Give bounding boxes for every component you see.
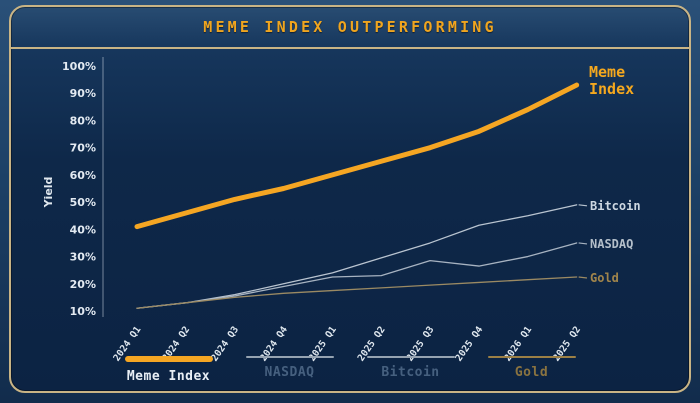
panel-header: MEME INDEX OUTPERFORMING <box>11 7 689 49</box>
series-end-label-nasdaq: NASDAQ <box>590 237 633 251</box>
legend-item-nasdaq[interactable]: NASDAQ <box>245 356 334 384</box>
y-tick-label: 70% <box>70 142 96 155</box>
chart-panel: MEME INDEX OUTPERFORMING Yield 100% 90% 80%… <box>9 5 691 393</box>
label-leader-nasdaq <box>578 242 588 245</box>
y-tick-label: 10% <box>70 305 96 318</box>
y-axis-title: Yield <box>42 177 55 209</box>
label-leader-gold <box>578 276 588 279</box>
legend-swatch-bitcoin <box>366 356 455 358</box>
series-line-meme-index <box>134 82 580 230</box>
y-tick-label: 100% <box>62 60 96 73</box>
series-line-nasdaq <box>136 242 578 309</box>
legend-label-meme-index: Meme Index <box>126 369 211 384</box>
legend-item-bitcoin[interactable]: Bitcoin <box>366 356 455 384</box>
label-leader-bitcoin <box>578 204 588 207</box>
series-end-label-meme-index: Meme <box>589 63 625 81</box>
legend-swatch-gold <box>487 356 576 358</box>
y-tick-label: 80% <box>70 114 96 127</box>
page-title: MEME INDEX OUTPERFORMING <box>203 18 497 36</box>
series-end-label-bitcoin: Bitcoin <box>590 199 641 213</box>
legend-label-nasdaq: NASDAQ <box>264 365 315 380</box>
y-tick-label: 40% <box>70 223 96 236</box>
line-chart: Yield100%90%80%70%60%50%40%30%20%10%2024… <box>42 57 641 364</box>
series-end-label-meme-index: Index <box>589 80 634 98</box>
legend-swatch-nasdaq <box>245 356 334 358</box>
legend-item-meme-index[interactable]: Meme Index <box>124 356 213 384</box>
series-line-bitcoin <box>136 204 578 309</box>
series-end-label-gold: Gold <box>590 271 619 285</box>
y-tick-label: 20% <box>70 278 96 291</box>
legend-label-bitcoin: Bitcoin <box>381 365 440 380</box>
legend-label-gold: Gold <box>514 365 549 380</box>
series-line-gold <box>136 276 578 309</box>
chart-legend: Meme Index NASDAQ Bitcoin Gold <box>11 356 689 384</box>
y-tick-label: 90% <box>70 87 96 100</box>
y-tick-label: 60% <box>70 169 96 182</box>
y-tick-label: 50% <box>70 196 96 209</box>
legend-item-gold[interactable]: Gold <box>487 356 576 384</box>
y-tick-label: 30% <box>70 251 96 264</box>
legend-swatch-meme-index <box>124 356 213 362</box>
